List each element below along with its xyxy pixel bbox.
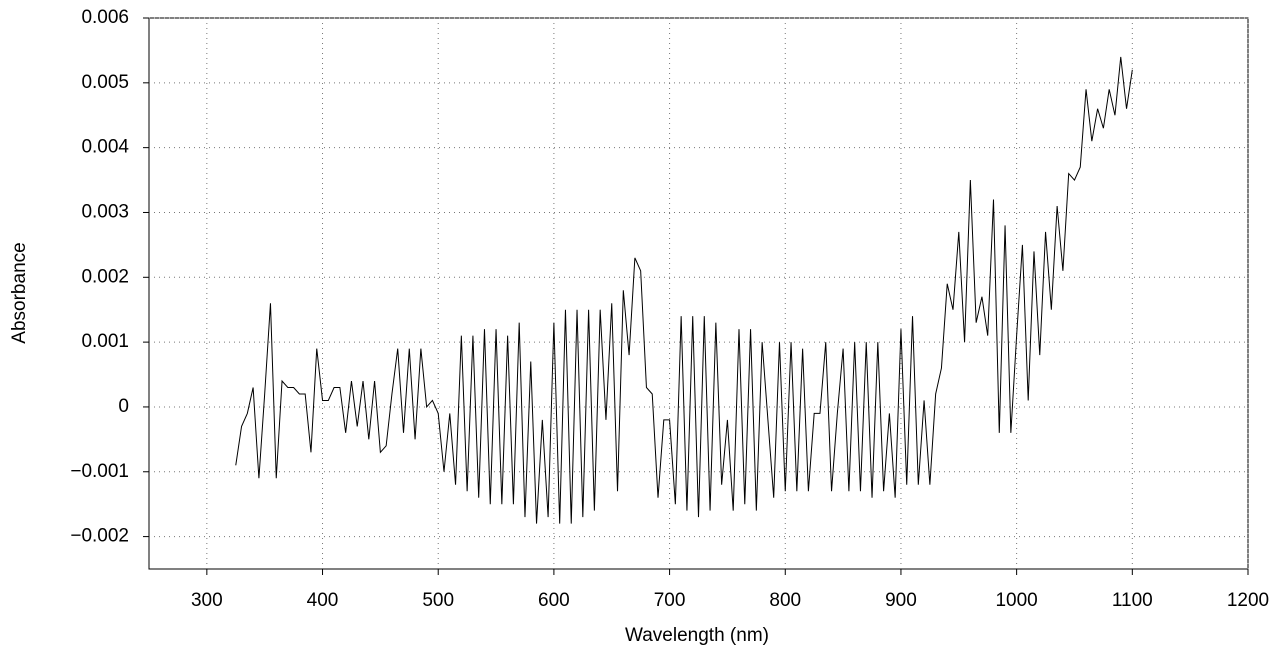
y-tick-label: 0.004 [81, 137, 129, 158]
x-tick-label: 1100 [1112, 590, 1153, 611]
x-tick-label: 900 [885, 590, 917, 611]
y-axis-label: Absorbance [9, 242, 30, 343]
y-tick-label: 0.003 [81, 201, 129, 222]
y-tick-label: −0.002 [70, 526, 129, 547]
y-tick-label: 0.006 [81, 7, 129, 28]
x-tick-label: 600 [538, 590, 570, 611]
x-axis-label: Wavelength (nm) [625, 625, 769, 646]
data-line [235, 56, 1133, 524]
y-tick-label: 0.005 [81, 72, 129, 93]
plot-frame [148, 17, 1249, 570]
y-tick-label: 0.001 [81, 331, 129, 352]
x-tick-label: 700 [654, 590, 686, 611]
x-tick-label: 1200 [1227, 590, 1269, 611]
y-tick-label: −0.001 [70, 461, 129, 482]
x-tick-label: 500 [422, 590, 454, 611]
y-tick-label: 0 [118, 396, 129, 417]
x-tick-label: 1000 [995, 590, 1037, 611]
x-tick-label: 400 [307, 590, 339, 611]
x-tick-label: 300 [191, 590, 223, 611]
x-tick-label: 800 [769, 590, 801, 611]
y-tick-label: 0.002 [81, 266, 129, 287]
